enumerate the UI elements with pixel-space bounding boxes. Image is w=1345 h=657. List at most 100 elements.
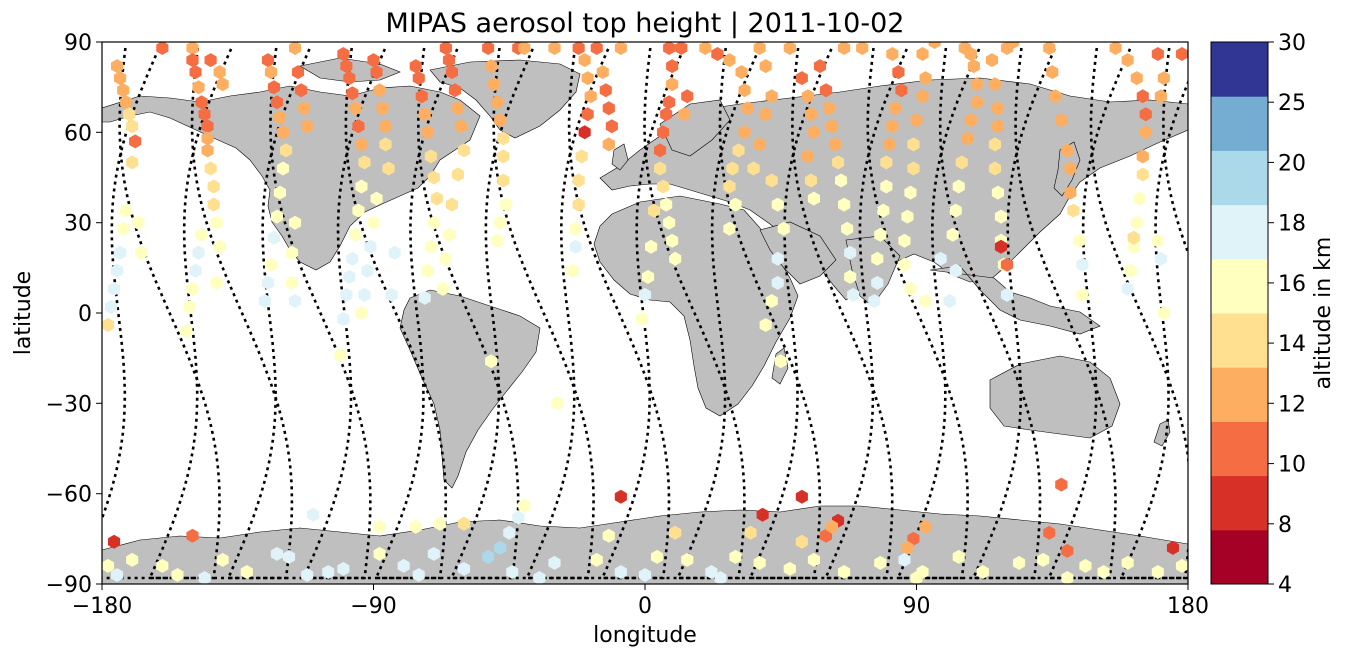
measurement-point bbox=[988, 161, 1001, 176]
measurement-point bbox=[352, 203, 365, 218]
measurement-point bbox=[457, 561, 471, 576]
measurement-point bbox=[451, 167, 464, 182]
orbit-track bbox=[971, 47, 1117, 580]
measurement-point bbox=[919, 71, 932, 86]
measurement-point bbox=[120, 203, 133, 218]
measurement-point bbox=[1055, 477, 1068, 492]
measurement-point bbox=[654, 161, 667, 176]
measurement-point bbox=[289, 42, 302, 55]
measurement-point bbox=[412, 568, 425, 582]
orbit-track bbox=[1046, 47, 1188, 580]
measurement-point bbox=[412, 71, 425, 86]
measurement-point bbox=[660, 197, 673, 212]
colorbar-swatch bbox=[1211, 204, 1268, 260]
measurement-point bbox=[765, 294, 778, 308]
measurement-point bbox=[180, 324, 193, 339]
measurement-point bbox=[856, 42, 869, 55]
measurement-point bbox=[991, 101, 1004, 116]
measurement-point bbox=[723, 179, 736, 194]
measurement-point bbox=[735, 65, 748, 80]
measurement-point bbox=[485, 59, 498, 74]
colorbar-tick-label: 12 bbox=[1278, 392, 1306, 417]
measurement-point bbox=[976, 565, 989, 579]
measurement-point bbox=[198, 107, 211, 122]
measurement-point bbox=[370, 65, 383, 80]
measurement-point bbox=[385, 287, 398, 302]
measurement-point bbox=[952, 549, 965, 564]
measurement-point bbox=[666, 233, 679, 248]
measurement-point bbox=[744, 525, 757, 540]
measurement-point bbox=[1013, 555, 1026, 570]
measurement-point bbox=[171, 568, 184, 582]
measurement-point bbox=[548, 42, 561, 55]
measurement-point bbox=[666, 77, 679, 92]
measurement-point bbox=[774, 354, 787, 369]
measurement-point bbox=[648, 203, 661, 218]
measurement-point bbox=[439, 251, 452, 266]
measurement-point bbox=[835, 173, 848, 188]
measurement-point bbox=[204, 161, 217, 176]
measurement-point bbox=[488, 77, 501, 92]
measurement-point bbox=[771, 275, 784, 290]
measurement-point bbox=[367, 53, 380, 68]
colorbar-swatch bbox=[1211, 42, 1268, 97]
measurement-point bbox=[847, 287, 860, 302]
measurement-point bbox=[569, 221, 582, 236]
measurement-point bbox=[826, 119, 839, 134]
land-uk bbox=[611, 143, 629, 171]
colorbar-swatches bbox=[1211, 42, 1268, 585]
colorbar-tick-label: 14 bbox=[1278, 332, 1306, 357]
colorbar-tick-label: 16 bbox=[1278, 272, 1306, 297]
measurement-point bbox=[1139, 107, 1152, 122]
measurement-point bbox=[892, 65, 905, 80]
measurement-point bbox=[738, 125, 751, 140]
measurement-point bbox=[614, 565, 627, 579]
measurement-point bbox=[895, 83, 908, 98]
measurement-point bbox=[240, 565, 253, 579]
orbit-track bbox=[600, 47, 746, 580]
orbit-track bbox=[449, 47, 595, 580]
measurement-point bbox=[566, 263, 579, 278]
measurement-point bbox=[943, 294, 956, 308]
orbit-track bbox=[895, 47, 1042, 580]
measurement-point bbox=[575, 149, 588, 164]
measurement-point bbox=[584, 89, 597, 104]
measurement-point bbox=[1076, 257, 1089, 272]
measurement-point bbox=[1175, 558, 1188, 573]
measurement-point bbox=[512, 510, 525, 525]
y-tick: 30 bbox=[64, 212, 102, 237]
colorbar-tick: 8 bbox=[1268, 513, 1292, 538]
measurement-point bbox=[388, 245, 401, 260]
measurement-point bbox=[548, 555, 561, 570]
measurement-point bbox=[192, 245, 205, 260]
measurement-point bbox=[844, 269, 857, 284]
y-tick: −60 bbox=[46, 483, 102, 508]
measurement-point bbox=[289, 215, 302, 230]
measurement-point bbox=[156, 558, 169, 573]
measurement-point bbox=[506, 565, 519, 579]
measurement-point bbox=[795, 489, 808, 504]
measurement-point bbox=[663, 42, 676, 55]
measurement-point bbox=[376, 101, 389, 116]
colorbar-tick-label: 20 bbox=[1278, 151, 1306, 176]
measurement-point bbox=[807, 552, 820, 567]
x-axis-ticks: −180 −90 0 90 180 bbox=[72, 584, 1209, 619]
measurement-point bbox=[1166, 540, 1179, 555]
measurement-point bbox=[1000, 257, 1014, 272]
measurement-point bbox=[590, 42, 603, 55]
colorbar-ticks: 4 8 10 12 14 16 bbox=[1268, 31, 1306, 598]
measurement-point bbox=[898, 257, 911, 272]
measurement-point bbox=[841, 221, 854, 236]
measurement-point bbox=[415, 89, 428, 104]
land-australia bbox=[989, 355, 1121, 439]
measurement-point bbox=[286, 275, 299, 290]
measurement-point bbox=[276, 125, 290, 140]
measurement-point bbox=[491, 95, 504, 110]
measurement-point bbox=[189, 263, 202, 278]
measurement-point bbox=[497, 131, 510, 146]
measurement-point bbox=[681, 89, 694, 104]
measurement-point bbox=[753, 42, 766, 55]
measurement-point bbox=[874, 227, 887, 242]
measurement-point bbox=[813, 59, 826, 74]
measurement-point bbox=[454, 119, 467, 134]
